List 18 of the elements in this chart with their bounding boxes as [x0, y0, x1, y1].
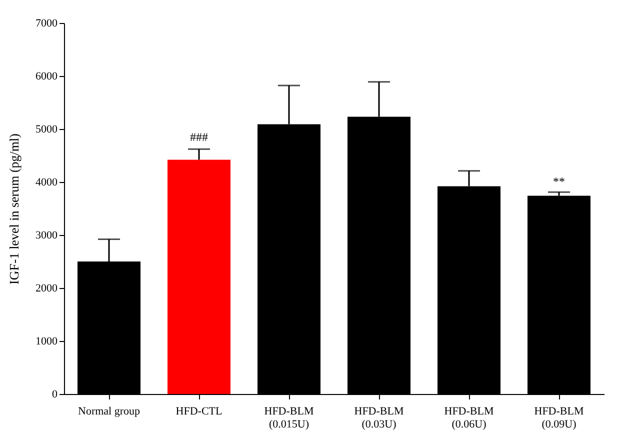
x-tick-label: HFD-BLM (0.03U) — [354, 406, 404, 430]
y-tick-label: 3000 — [36, 230, 58, 242]
y-tick-label: 4000 — [36, 176, 58, 188]
y-tick-label: 2000 — [36, 282, 58, 294]
y-tick-label: 1000 — [36, 336, 58, 348]
x-tick-label: Normal group — [78, 406, 141, 418]
y-tick-label: 7000 — [36, 18, 58, 30]
y-tick-label: 5000 — [36, 124, 58, 136]
annotation: ** — [553, 174, 565, 188]
y-tick-label: 6000 — [36, 70, 58, 82]
y-axis-title: IGF-1 level in serum (pg/ml) — [6, 134, 22, 284]
x-tick-label: HFD-BLM (0.09U) — [534, 406, 584, 430]
bar — [168, 160, 230, 394]
x-tick-label: HFD-BLM (0.06U) — [444, 406, 494, 430]
annotation: ### — [190, 130, 208, 144]
x-tick-label: HFD-BLM (0.015U) — [264, 406, 314, 430]
y-tick-label: 0 — [52, 388, 58, 400]
x-tick-label: HFD-CTL — [176, 406, 222, 418]
